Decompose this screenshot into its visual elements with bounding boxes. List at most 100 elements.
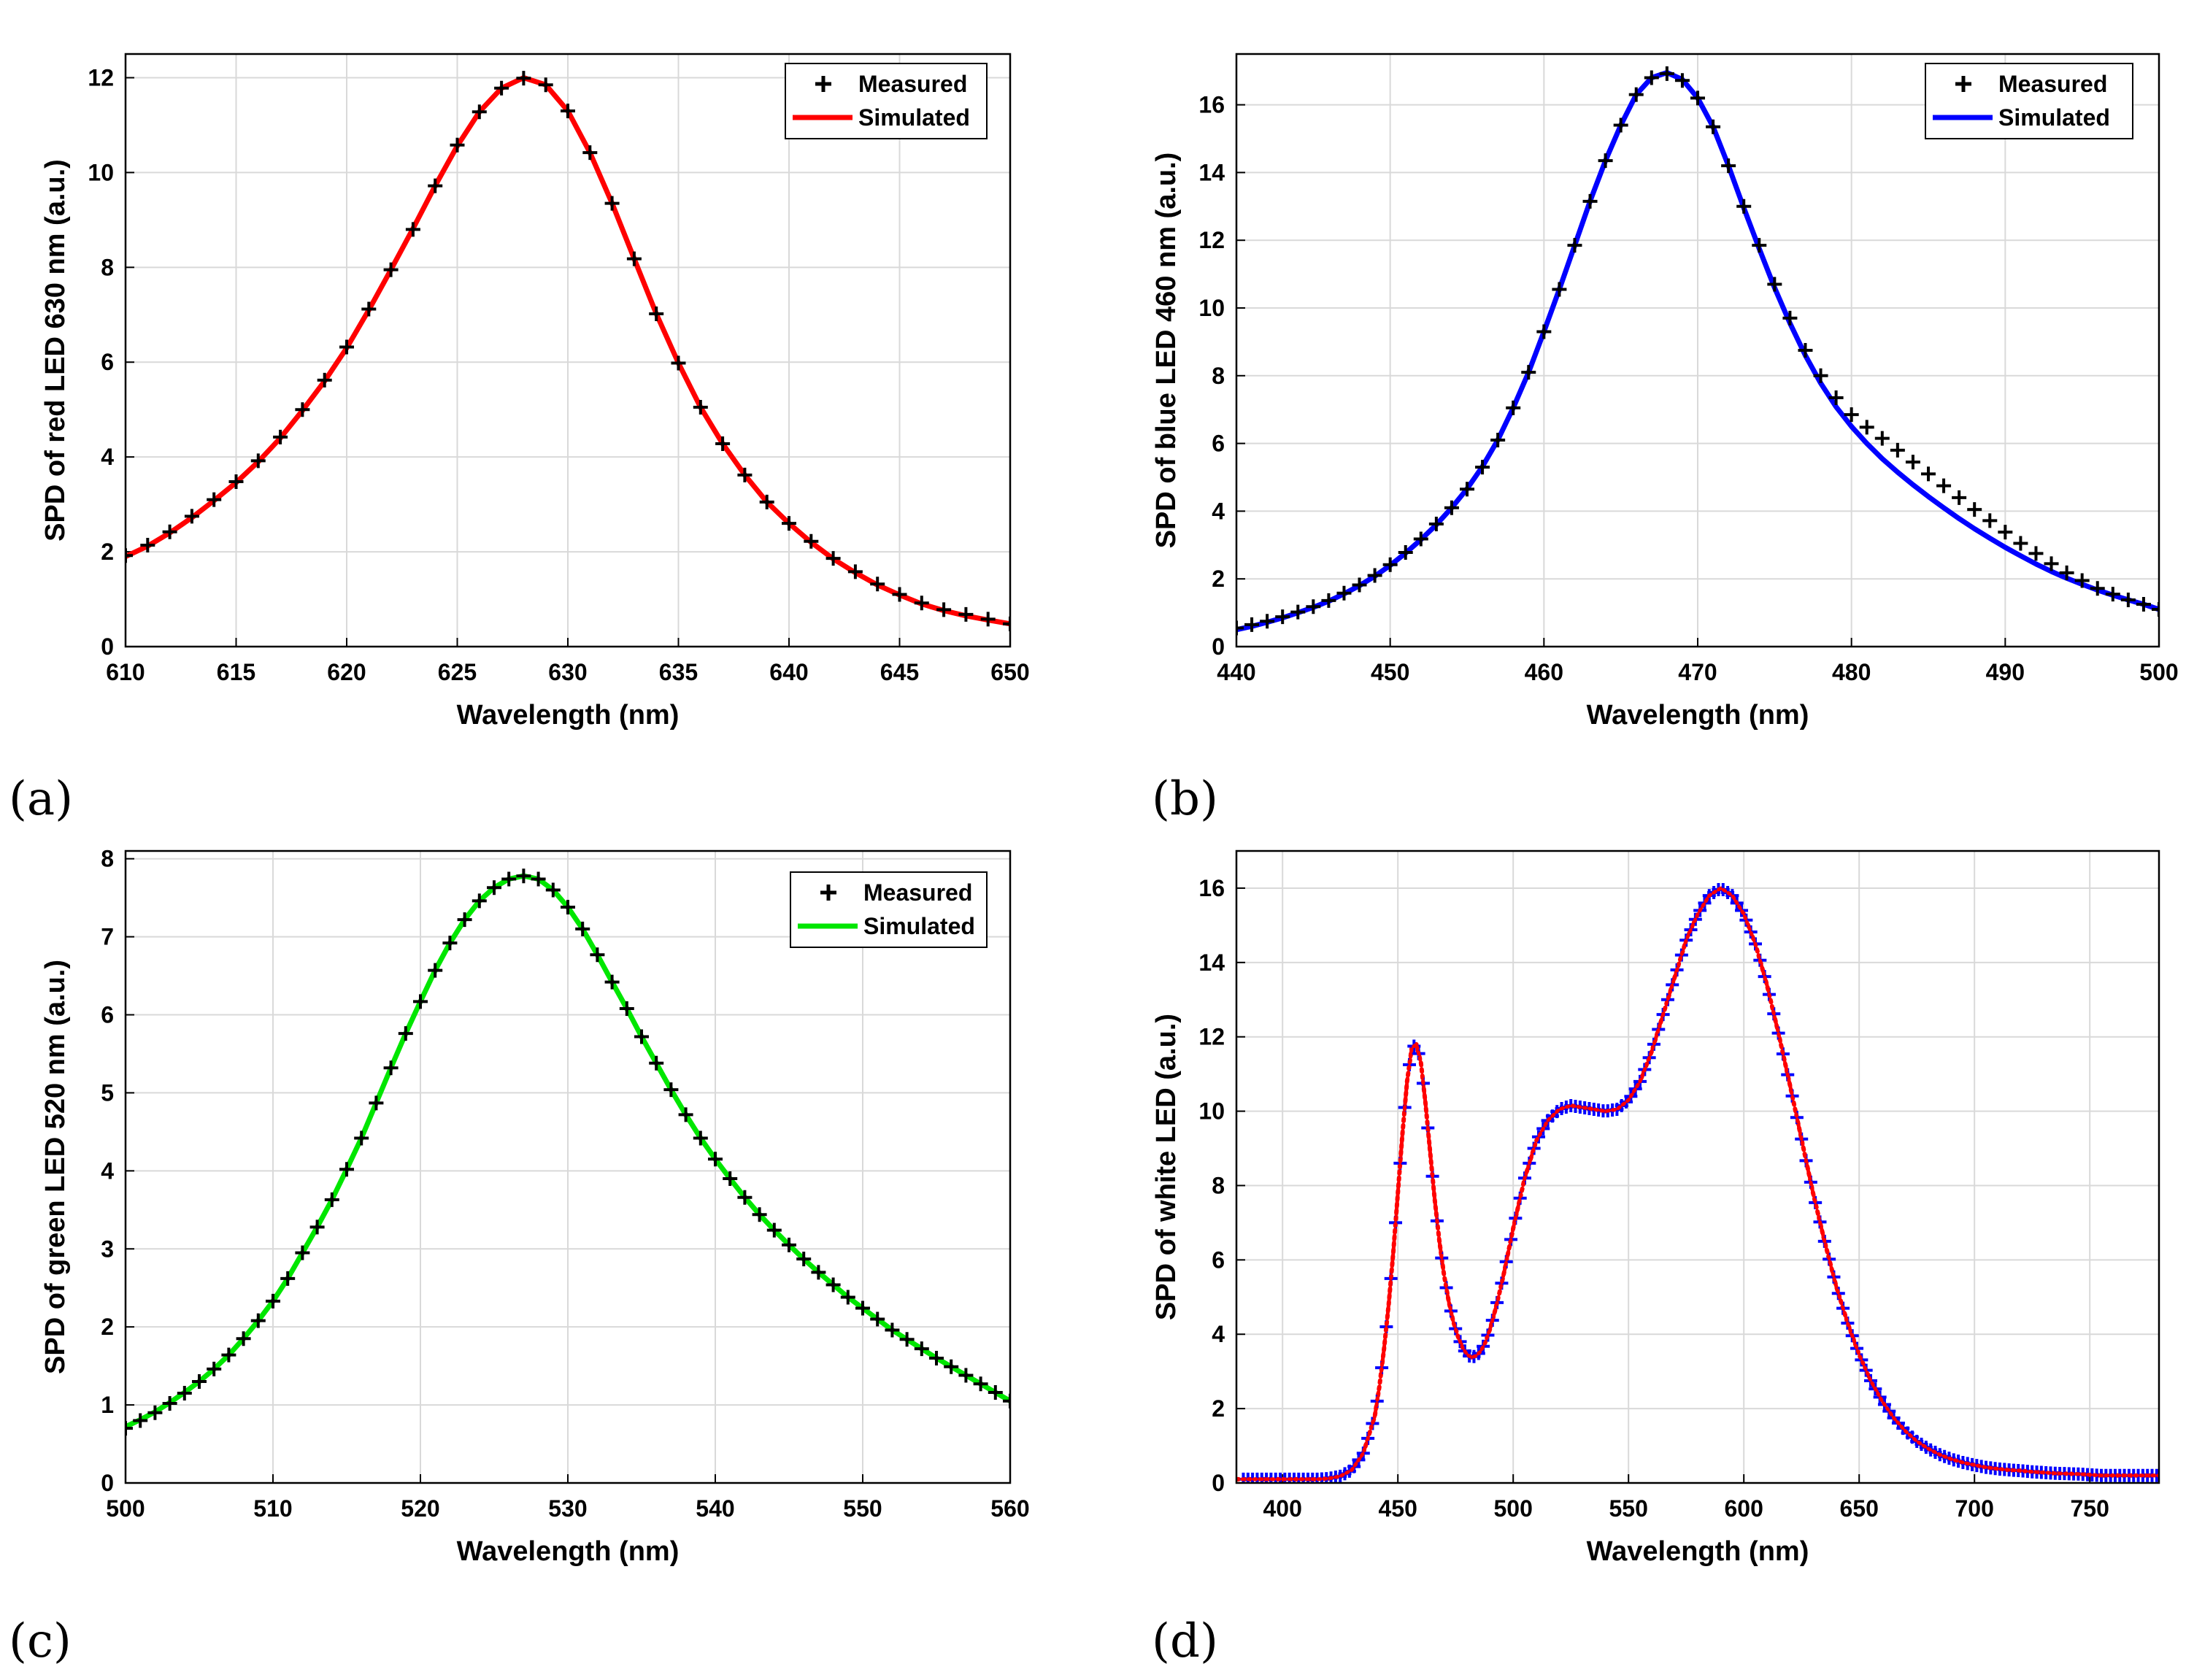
x-tick-label: 480 <box>1832 659 1871 685</box>
measured-point <box>2059 565 2074 580</box>
measured-point <box>678 1107 693 1122</box>
measured-point <box>1905 455 1920 470</box>
x-tick-label: 500 <box>106 1495 145 1522</box>
measured-point <box>663 1082 679 1098</box>
measured-point <box>1690 90 1705 106</box>
y-tick-label: 6 <box>101 1002 114 1028</box>
measured-point <box>1844 407 1859 423</box>
measured-point <box>1413 531 1428 547</box>
y-axis-title: SPD of blue LED 460 nm (a.u.) <box>1151 153 1182 549</box>
measured-point <box>855 1301 870 1316</box>
measured-point <box>1521 365 1536 380</box>
y-tick-label: 3 <box>101 1236 114 1262</box>
x-tick-label: 625 <box>438 659 477 685</box>
y-tick-label: 2 <box>1212 566 1225 592</box>
legend-box <box>785 63 988 139</box>
measured-point <box>619 1001 634 1016</box>
x-tick-label: 500 <box>2139 659 2178 685</box>
measured-point <box>295 402 310 417</box>
measured-point <box>126 548 133 563</box>
measured-point <box>804 533 819 549</box>
x-tick-label: 645 <box>880 659 919 685</box>
measured-point <box>1552 282 1567 297</box>
chart-panel-a: 610 615 620 625 630 635 640 645 650 0 2 4 6 8 10 12 Wave… <box>40 53 1030 731</box>
measured-point <box>1306 599 1321 614</box>
y-tick-label: 10 <box>88 159 114 185</box>
x-tick-label: 640 <box>769 659 808 685</box>
x-axis-title: Wavelength (nm) <box>457 700 680 731</box>
measured-point <box>782 516 796 531</box>
measured-point <box>723 1171 738 1187</box>
y-tick-label: 4 <box>101 1157 114 1184</box>
measured-point <box>634 1029 649 1044</box>
measured-point <box>1998 525 2013 540</box>
measured-point <box>1382 557 1398 572</box>
y-tick-label: 4 <box>101 444 114 470</box>
measured-point <box>494 80 509 96</box>
y-tick-label: 5 <box>101 1079 114 1106</box>
x-tick-label: 630 <box>548 659 587 685</box>
measured-point <box>1874 431 1890 446</box>
measured-point <box>207 1361 222 1376</box>
measured-point <box>988 1384 1003 1400</box>
measured-point <box>1706 119 1721 134</box>
measured-point <box>561 103 575 118</box>
measured-point <box>339 1162 354 1177</box>
measured-point <box>1003 1393 1010 1409</box>
measured-point <box>1260 614 1275 629</box>
measured-point <box>1798 343 1813 358</box>
axes-frame <box>124 53 1012 648</box>
panel-label-d: (d) <box>1152 1614 1218 1668</box>
measured-point <box>590 947 605 963</box>
measured-point <box>840 1290 855 1305</box>
measured-point <box>1659 66 1674 81</box>
x-tick-label: 510 <box>253 1495 292 1522</box>
measured-point <box>369 1095 384 1111</box>
y-tick-label: 7 <box>101 924 114 950</box>
measured-point <box>405 222 420 237</box>
measured-point <box>752 1207 767 1222</box>
measured-point <box>870 1311 885 1327</box>
measured-point <box>516 71 531 86</box>
legend-box <box>1925 63 2133 139</box>
measured-point <box>782 1237 796 1252</box>
measured-point <box>766 1222 782 1238</box>
measured-point <box>582 145 598 161</box>
measured-point <box>428 963 443 978</box>
x-tick-label: 600 <box>1725 1495 1763 1522</box>
measured-point <box>457 912 472 928</box>
measured-point <box>339 339 354 355</box>
measured-point <box>825 1277 841 1292</box>
measured-point <box>1921 466 1936 482</box>
y-tick-label: 0 <box>1212 1470 1225 1496</box>
series-group <box>1236 882 2159 1483</box>
measured-point <box>309 1219 325 1235</box>
measured-point <box>428 178 443 193</box>
measured-point <box>1982 513 1998 528</box>
x-tick-label: 460 <box>1525 659 1563 685</box>
x-tick-label: 610 <box>106 659 145 685</box>
y-tick-label: 0 <box>101 1470 114 1496</box>
y-tick-label: 0 <box>1212 633 1225 660</box>
measured-point <box>1967 502 1982 517</box>
measured-point <box>1244 617 1260 632</box>
measured-point <box>221 1347 236 1363</box>
y-tick-label: 6 <box>1212 431 1225 457</box>
panel-label-b: (b) <box>1152 772 1218 826</box>
y-axis-title: SPD of red LED 630 nm (a.u.) <box>40 159 71 542</box>
measured-point <box>126 1421 133 1436</box>
measured-point <box>847 564 863 579</box>
measured-point <box>715 436 731 451</box>
measured-point <box>759 494 774 509</box>
measured-point <box>1460 482 1474 497</box>
x-tick-label: 500 <box>1494 1495 1533 1522</box>
legend-box <box>790 871 988 948</box>
measured-point <box>1952 490 1967 505</box>
measured-point <box>383 1060 399 1076</box>
x-tick-label: 450 <box>1371 659 1409 685</box>
measured-point <box>2013 536 2028 551</box>
measured-point <box>317 372 332 388</box>
measured-point <box>273 429 288 444</box>
measured-point <box>1736 199 1752 214</box>
plot-area <box>1236 851 2159 1483</box>
